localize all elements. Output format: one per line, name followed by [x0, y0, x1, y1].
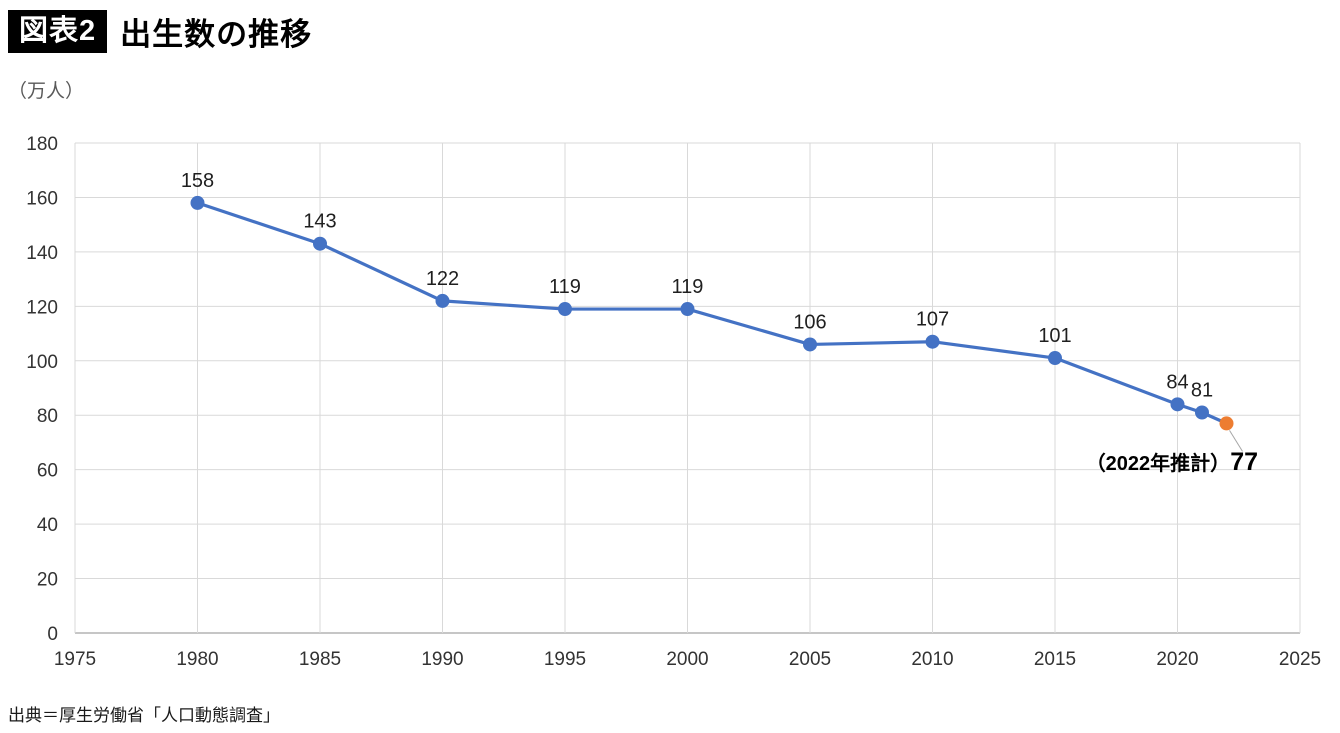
- x-tick-label: 1995: [544, 649, 586, 670]
- data-point-label: 158: [181, 170, 214, 192]
- data-point-label: 101: [1038, 325, 1071, 347]
- source-note: 出典＝厚生労働省「人口動態調査」: [8, 706, 280, 725]
- data-point: [680, 302, 695, 317]
- chart-header: 図表2 出生数の推移: [8, 9, 312, 54]
- data-point-label: 84: [1166, 371, 1188, 393]
- x-tick-label: 2025: [1279, 649, 1321, 670]
- x-tick-label: 2020: [1156, 649, 1198, 670]
- y-tick-label: 0: [47, 624, 58, 645]
- y-tick-label: 140: [26, 243, 58, 264]
- x-tick-label: 1990: [421, 649, 463, 670]
- y-axis-unit-label: （万人）: [8, 81, 85, 102]
- y-tick-label: 20: [37, 570, 58, 591]
- chart-title: 出生数の推移: [120, 17, 313, 52]
- x-tick-label: 2005: [789, 649, 831, 670]
- x-tick-label: 2000: [666, 649, 708, 670]
- data-point: [1170, 397, 1185, 412]
- data-point: [803, 337, 817, 352]
- data-point: [190, 195, 205, 210]
- data-point-label: 106: [793, 311, 826, 333]
- x-tick-label: 2015: [1034, 649, 1076, 670]
- x-tick-label: 1985: [299, 649, 341, 670]
- y-tick-label: 180: [26, 134, 58, 155]
- data-point: [313, 236, 327, 251]
- series-line: [195, 201, 1229, 425]
- data-point-estimate: [1219, 416, 1234, 431]
- y-tick-label: 40: [37, 515, 58, 536]
- estimate-annotation-value: 77: [1230, 448, 1258, 476]
- data-point-label: 119: [672, 276, 704, 298]
- y-tick-label: 60: [37, 461, 58, 482]
- data-point-label: 107: [916, 309, 949, 331]
- y-tick-label: 80: [37, 406, 58, 427]
- figure-number-badge: 図表2: [8, 10, 108, 53]
- data-point: [1048, 351, 1062, 366]
- data-point-label: 119: [549, 276, 581, 298]
- data-point: [435, 293, 450, 308]
- y-tick-label: 100: [26, 352, 58, 373]
- data-point: [925, 334, 940, 349]
- data-point-label: 81: [1191, 380, 1213, 402]
- estimate-annotation-prefix: （2022年推計）: [1086, 451, 1231, 475]
- x-tick-label: 2010: [911, 649, 953, 670]
- y-tick-label: 160: [26, 188, 58, 209]
- data-point-label: 143: [303, 211, 336, 233]
- x-tick-label: 1975: [54, 649, 96, 670]
- data-point: [1195, 405, 1209, 420]
- y-tick-label: 120: [26, 297, 58, 318]
- data-point: [558, 302, 572, 317]
- annotation-leader-line: [1229, 430, 1243, 452]
- estimate-annotation: （2022年推計）77: [1086, 448, 1258, 476]
- data-point-label: 122: [426, 268, 459, 290]
- x-tick-label: 1980: [176, 649, 218, 670]
